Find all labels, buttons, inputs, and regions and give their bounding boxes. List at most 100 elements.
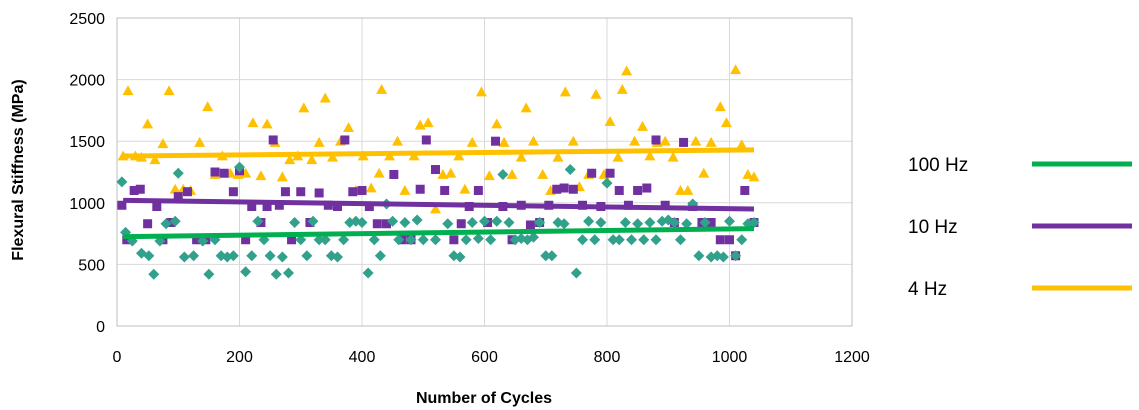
marker-4hz bbox=[247, 117, 259, 128]
marker-100hz bbox=[570, 267, 582, 279]
x-axis-title: Number of Cycles bbox=[416, 390, 552, 407]
y-tick-label: 1000 bbox=[69, 196, 105, 213]
marker-4hz bbox=[491, 118, 503, 129]
marker-100hz bbox=[283, 267, 294, 279]
marker-100hz bbox=[246, 250, 258, 262]
marker-100hz bbox=[295, 234, 307, 246]
marker-10hz bbox=[715, 235, 725, 245]
marker-100hz bbox=[332, 251, 343, 263]
marker-4hz bbox=[720, 117, 732, 128]
marker-4hz bbox=[365, 182, 377, 193]
marker-4hz bbox=[466, 136, 478, 147]
marker-100hz bbox=[116, 176, 128, 188]
marker-100hz bbox=[405, 234, 417, 246]
marker-4hz bbox=[430, 203, 441, 214]
marker-4hz bbox=[730, 64, 742, 75]
marker-4hz bbox=[202, 101, 214, 112]
marker-4hz bbox=[343, 122, 355, 133]
marker-10hz bbox=[421, 135, 431, 145]
marker-100hz bbox=[546, 250, 558, 262]
marker-100hz bbox=[399, 217, 411, 229]
y-tick-label: 500 bbox=[78, 257, 105, 274]
marker-10hz bbox=[296, 187, 306, 197]
marker-10hz bbox=[456, 219, 466, 229]
marker-100hz bbox=[730, 250, 742, 262]
marker-4hz bbox=[690, 135, 702, 146]
marker-100hz bbox=[681, 218, 693, 230]
marker-100hz bbox=[417, 234, 429, 246]
marker-10hz bbox=[740, 185, 750, 195]
marker-10hz bbox=[440, 185, 450, 195]
marker-100hz bbox=[374, 250, 386, 262]
marker-100hz bbox=[270, 268, 282, 280]
marker-10hz bbox=[280, 187, 290, 197]
marker-100hz bbox=[632, 218, 644, 230]
x-tick-labels: 0 200 400 600 800 1000 1200 bbox=[113, 349, 870, 366]
x-tick-label: 800 bbox=[594, 349, 621, 366]
marker-4hz bbox=[392, 135, 404, 146]
marker-100hz bbox=[234, 161, 245, 173]
marker-4hz bbox=[376, 83, 388, 94]
plot-area-frame bbox=[116, 17, 853, 327]
marker-100hz bbox=[479, 215, 490, 227]
marker-4hz bbox=[621, 65, 633, 76]
marker-100hz bbox=[534, 217, 546, 229]
marker-100hz bbox=[136, 247, 147, 259]
marker-100hz bbox=[644, 217, 656, 229]
y-tick-label: 2000 bbox=[69, 73, 105, 90]
marker-100hz bbox=[307, 215, 319, 227]
marker-100hz bbox=[172, 167, 184, 179]
y-tick-label: 0 bbox=[96, 319, 105, 336]
marker-10hz bbox=[491, 136, 501, 146]
marker-10hz bbox=[219, 168, 229, 178]
marker-4hz bbox=[528, 135, 539, 146]
marker-100hz bbox=[289, 217, 301, 229]
marker-100hz bbox=[276, 251, 288, 263]
marker-100hz bbox=[362, 267, 374, 279]
marker-4hz bbox=[590, 88, 602, 99]
marker-100hz bbox=[252, 215, 264, 227]
marker-4hz bbox=[675, 184, 686, 195]
marker-100hz bbox=[558, 218, 570, 230]
marker-100hz bbox=[319, 234, 331, 246]
marker-100hz bbox=[466, 217, 478, 229]
marker-10hz bbox=[357, 185, 367, 195]
marker-100hz bbox=[619, 217, 631, 229]
marker-100hz bbox=[197, 235, 209, 247]
marker-4hz bbox=[705, 136, 717, 147]
marker-100hz bbox=[724, 215, 735, 227]
marker-10hz bbox=[274, 200, 284, 210]
marker-4hz bbox=[667, 151, 679, 162]
marker-10hz bbox=[166, 218, 176, 228]
marker-10hz bbox=[725, 235, 734, 245]
marker-10hz bbox=[382, 219, 391, 229]
marker-4hz bbox=[163, 85, 175, 96]
marker-10hz bbox=[143, 219, 153, 229]
marker-100hz bbox=[748, 217, 760, 229]
marker-100hz bbox=[675, 234, 686, 246]
marker-10hz bbox=[431, 165, 440, 175]
marker-4hz bbox=[629, 135, 641, 146]
marker-100hz bbox=[491, 215, 503, 227]
marker-100hz bbox=[460, 234, 472, 246]
marker-4hz bbox=[122, 85, 134, 96]
marker-10hz bbox=[152, 201, 162, 211]
marker-4hz bbox=[644, 150, 656, 161]
marker-10hz bbox=[372, 219, 382, 229]
marker-4hz bbox=[742, 168, 754, 179]
marker-4hz bbox=[445, 167, 457, 178]
marker-10hz bbox=[210, 167, 220, 177]
marker-10hz bbox=[333, 201, 342, 211]
marker-100hz bbox=[638, 234, 650, 246]
marker-10hz bbox=[651, 135, 661, 145]
marker-10hz bbox=[679, 137, 689, 147]
marker-4hz bbox=[515, 151, 527, 162]
marker-10hz bbox=[268, 135, 278, 145]
marker-10hz bbox=[525, 220, 535, 230]
marker-4hz bbox=[142, 118, 154, 129]
marker-4hz bbox=[552, 151, 564, 162]
marker-4hz bbox=[459, 183, 471, 194]
marker-10hz bbox=[117, 200, 127, 210]
marker-4hz bbox=[194, 136, 206, 147]
